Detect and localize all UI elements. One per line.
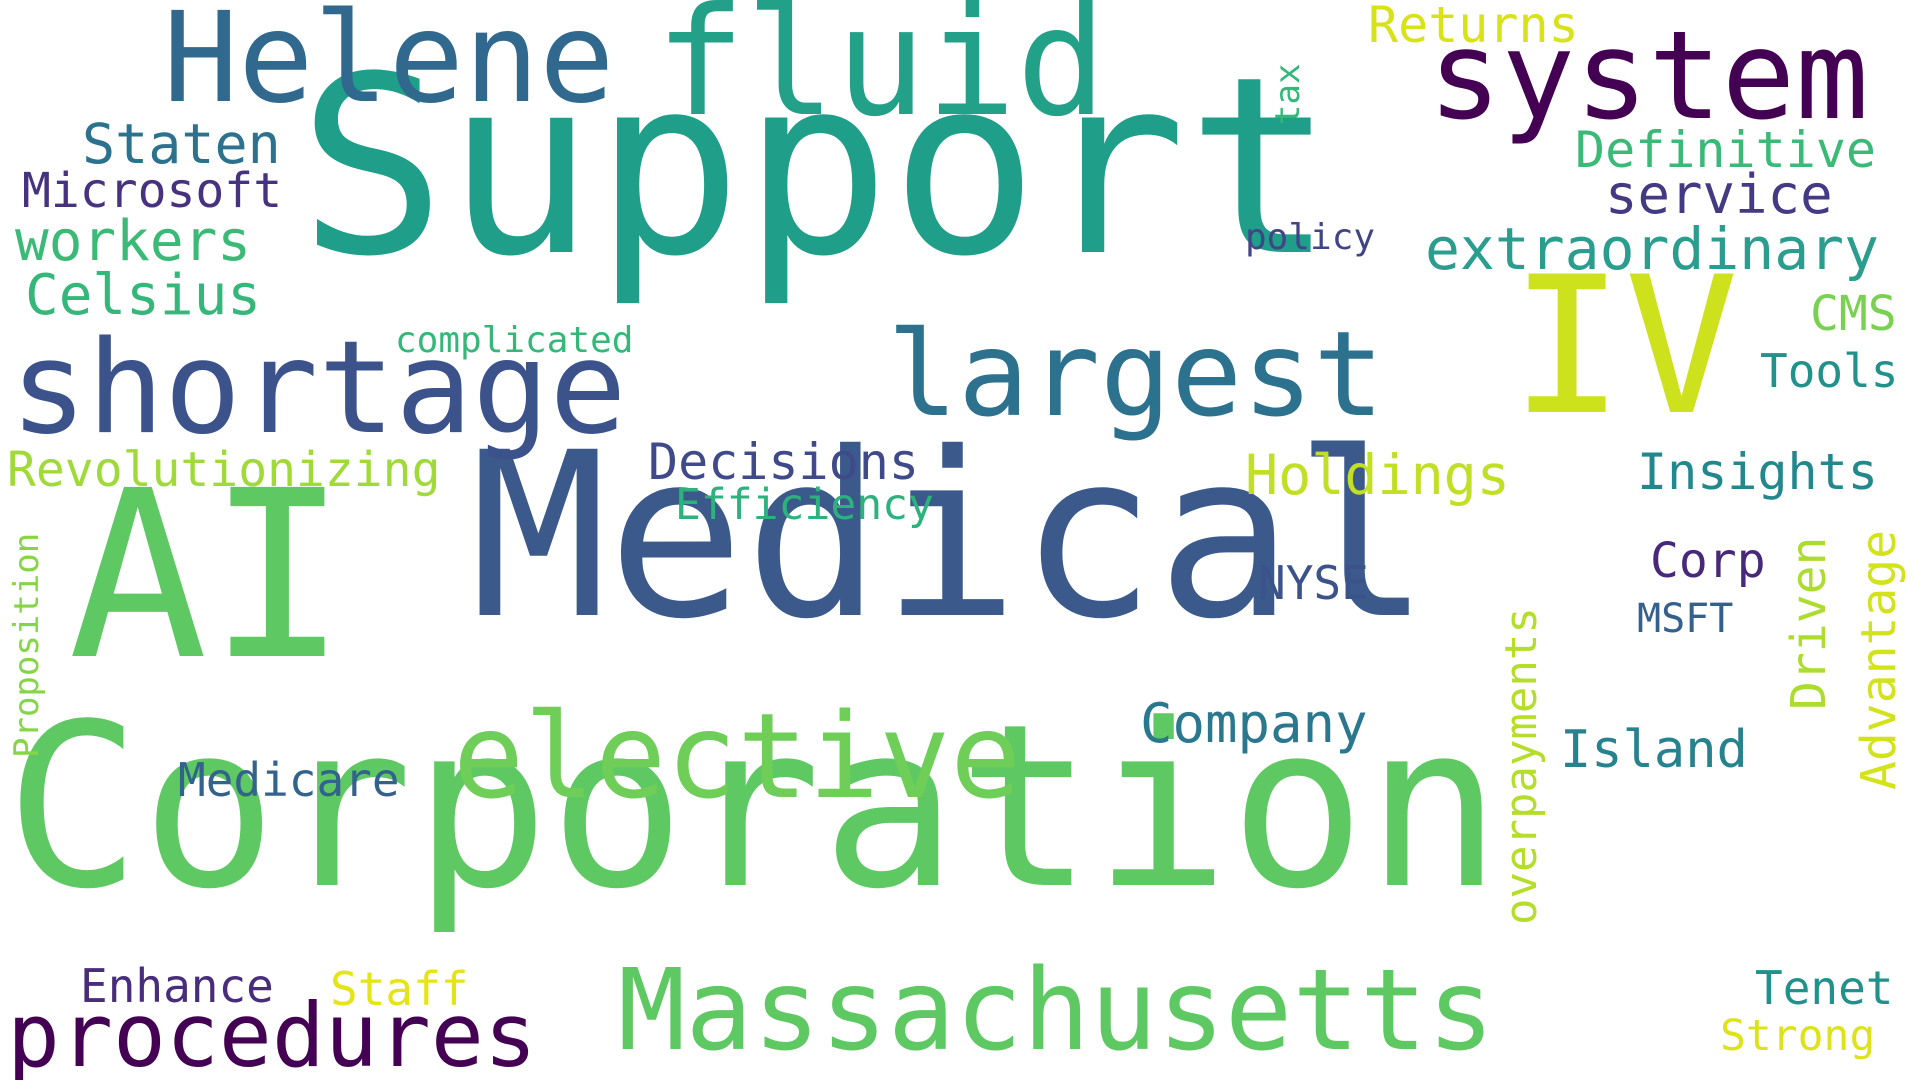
word-workers: workers xyxy=(15,209,252,274)
word-decisions: Decisions xyxy=(648,433,919,491)
word-shortage: shortage xyxy=(10,314,627,463)
word-system: system xyxy=(1428,5,1869,147)
word-msft: MSFT xyxy=(1637,596,1734,642)
word-service: service xyxy=(1605,163,1833,226)
word-fluid: fluid xyxy=(655,0,1107,150)
word-largest: largest xyxy=(887,305,1385,443)
word-elective: elective xyxy=(453,687,1022,825)
word-ai: AI xyxy=(68,441,348,711)
word-helene: Helene xyxy=(163,0,615,131)
word-holdings: Holdings xyxy=(1245,443,1510,507)
word-support: Support xyxy=(298,25,1335,311)
word-corporation: Corporation xyxy=(5,676,1502,939)
word-definitive: Definitive xyxy=(1575,121,1877,179)
word-nyse: NYSE xyxy=(1258,556,1369,610)
word-efficiency: Efficiency xyxy=(675,480,934,530)
word-celsius: Celsius xyxy=(25,263,262,328)
word-staff: Staff xyxy=(330,962,469,1016)
word-microsoft: Microsoft xyxy=(22,163,283,219)
word-driven: Driven xyxy=(1781,536,1837,710)
word-extraordinary: extraordinary xyxy=(1425,215,1879,283)
word-staten: Staten xyxy=(82,112,281,176)
word-strong: Strong xyxy=(1720,1011,1876,1061)
word-tools: Tools xyxy=(1760,344,1899,398)
word-overpayments: overpayments xyxy=(1496,607,1547,925)
word-proposition: Proposition xyxy=(7,532,47,758)
word-tax: tax xyxy=(1268,63,1308,125)
word-procedures: procedures xyxy=(7,984,537,1080)
word-insights: Insights xyxy=(1637,443,1878,501)
word-policy: policy xyxy=(1245,217,1376,258)
word-tenet: Tenet xyxy=(1755,961,1894,1015)
word-island: Island xyxy=(1560,720,1748,780)
word-corp: Corp xyxy=(1650,533,1766,589)
word-advantage: Advantage xyxy=(1851,529,1907,790)
word-returns: Returns xyxy=(1368,0,1579,54)
word-company: Company xyxy=(1140,692,1368,755)
word-cms: CMS xyxy=(1810,286,1897,342)
word-revolutionizing: Revolutionizing xyxy=(7,442,441,498)
word-massachusetts: Massachusetts xyxy=(618,946,1495,1076)
word-medical: Medical xyxy=(470,403,1431,669)
word-complicated: complicated xyxy=(395,320,634,361)
word-medicare: Medicare xyxy=(178,753,400,807)
word-enhance: Enhance xyxy=(80,959,274,1013)
word-iv: IV xyxy=(1510,236,1739,457)
